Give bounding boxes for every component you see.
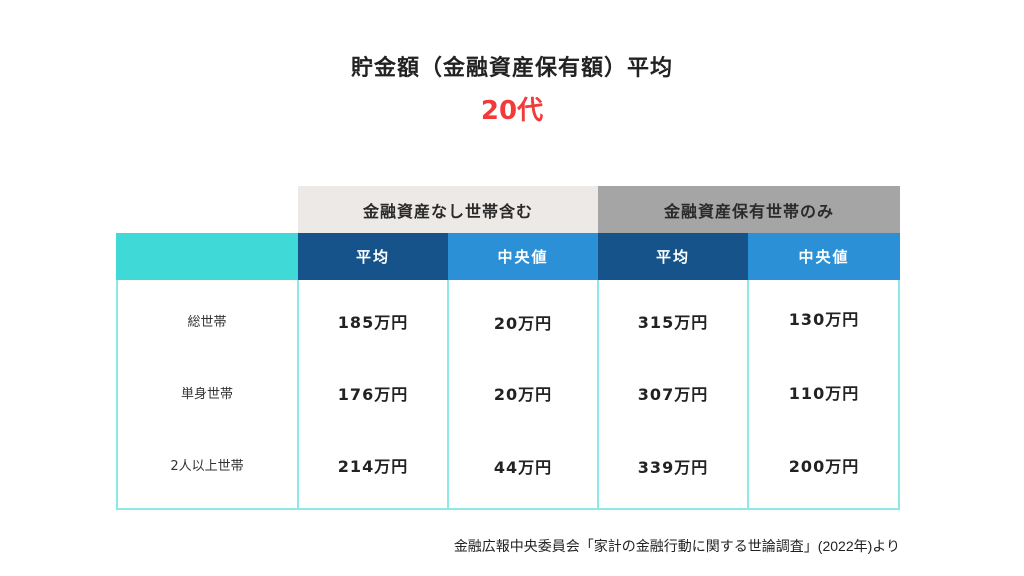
subheader-average: 平均 [598,233,748,280]
subheader-median: 中央値 [748,233,900,280]
subheader-average: 平均 [298,233,448,280]
table-cell: 185万円 [337,313,409,332]
table-cell: 214万円 [337,457,409,476]
table-cell: 44万円 [493,458,553,477]
group-header-including-no-assets: 金融資産なし世帯含む [298,186,598,233]
table-body-frame [116,280,900,510]
column-divider [297,280,299,510]
table-cell: 315万円 [637,313,709,332]
column-divider [597,280,599,510]
source-citation: 金融広報中央委員会「家計の金融行動に関する世論調査」(2022年)より [453,538,900,554]
age-group-subtitle: 20代 [480,96,544,126]
row-label: 単身世帯 [180,387,233,402]
table-cell: 176万円 [337,385,409,404]
table-cell: 110万円 [788,384,860,403]
row-label: 2人以上世帯 [170,459,244,474]
row-label-header [116,233,298,280]
page-title: 貯金額（金融資産保有額）平均 [350,56,673,81]
table-cell: 130万円 [788,310,860,329]
subheader-median: 中央値 [448,233,598,280]
table-cell: 200万円 [788,457,860,476]
table-cell: 20万円 [493,314,553,333]
column-divider [447,280,449,510]
table-cell: 20万円 [493,385,553,404]
row-label: 総世帯 [187,315,227,330]
table-cell: 339万円 [637,458,709,477]
group-header-asset-holders-only: 金融資産保有世帯のみ [598,186,900,233]
table-cell: 307万円 [637,385,709,404]
column-divider [747,280,749,510]
